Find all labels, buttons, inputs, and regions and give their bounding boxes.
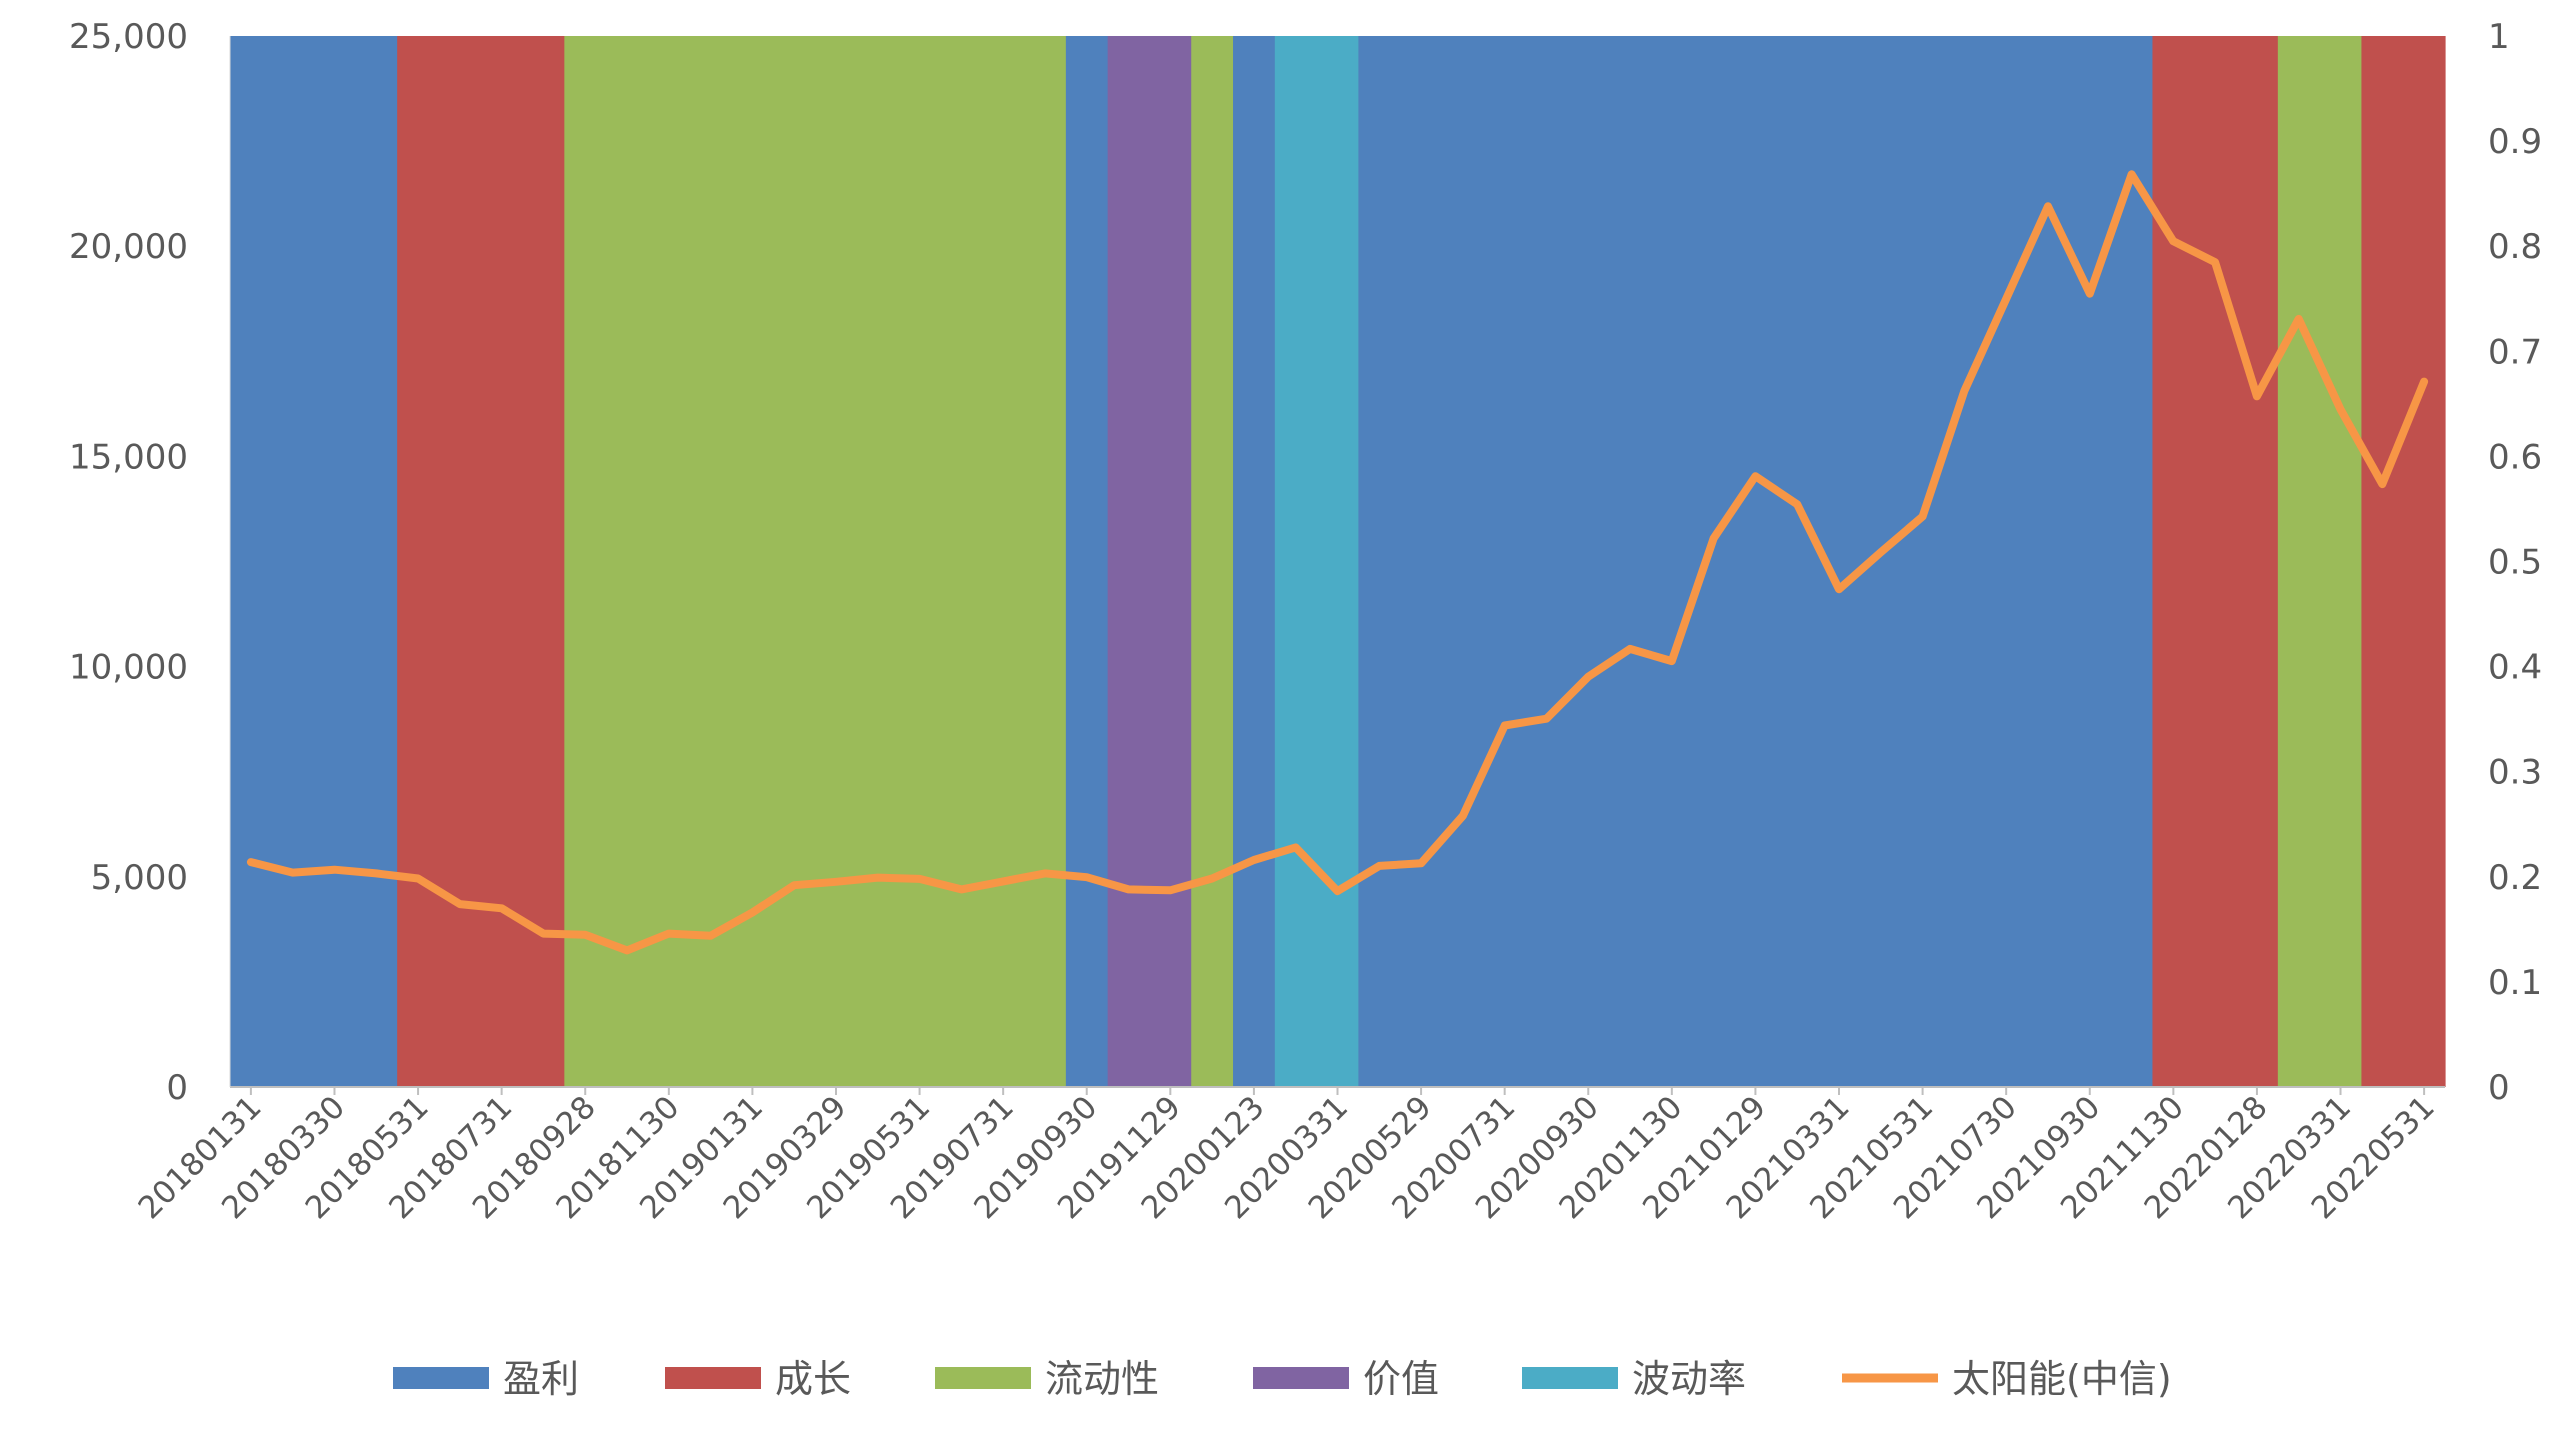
- y-right-tick-label: 0.2: [2488, 858, 2542, 898]
- factor-band-liquidity: [564, 36, 1067, 1087]
- legend-swatch-volatility: [1522, 1367, 1618, 1389]
- factor-band-profit: [1233, 36, 1276, 1087]
- factor-band-growth: [2152, 36, 2279, 1087]
- factor-band-profit: [1065, 36, 1109, 1087]
- y-right-tick-label: 0.6: [2488, 437, 2542, 477]
- y-right-tick-label: 0.7: [2488, 332, 2542, 372]
- factor-bands: [230, 36, 2446, 1087]
- y-left-tick-label: 20,000: [69, 227, 188, 267]
- legend: 盈利 成长 流动性 价值 波动率 太阳能(中信): [393, 1357, 2172, 1401]
- factor-band-growth: [397, 36, 565, 1087]
- series-line-group: [246, 170, 2429, 955]
- y-right-tick-label: 0.3: [2488, 753, 2542, 793]
- y-right-tick-label: 0.4: [2488, 648, 2542, 688]
- y-right-tick-label: 0.9: [2488, 122, 2542, 162]
- y-right-tick-label: 0.1: [2488, 963, 2542, 1003]
- y-right-tick-label: 0.8: [2488, 227, 2542, 267]
- legend-swatch-profit: [393, 1367, 489, 1389]
- series-line-solar: [246, 170, 2429, 955]
- legend-label-profit: 盈利: [503, 1357, 579, 1401]
- y-left-tick-label: 15,000: [69, 437, 188, 477]
- y-left-tick-label: 0: [166, 1068, 188, 1108]
- factor-band-profit: [1358, 36, 2154, 1087]
- legend-label-liquidity: 流动性: [1045, 1357, 1159, 1401]
- y-left-tick-label: 25,000: [69, 17, 188, 57]
- y-axis-right: 0 0.1 0.2 0.3 0.4 0.5 0.6 0.7 0.8 0.9 1: [2488, 17, 2542, 1108]
- legend-label-value: 价值: [1363, 1357, 1439, 1401]
- legend-label-solar: 太阳能(中信): [1952, 1357, 2172, 1401]
- factor-band-liquidity: [2277, 36, 2363, 1087]
- legend-swatch-value: [1253, 1367, 1349, 1389]
- y-right-tick-label: 1: [2488, 17, 2510, 57]
- factor-band-volatility: [1274, 36, 1359, 1087]
- y-left-tick-label: 5,000: [91, 858, 188, 898]
- y-right-tick-label: 0: [2488, 1068, 2510, 1108]
- y-right-tick-label: 0.5: [2488, 543, 2542, 583]
- legend-swatch-growth: [665, 1367, 761, 1389]
- legend-swatch-liquidity: [935, 1367, 1031, 1389]
- factor-band-value: [1107, 36, 1192, 1087]
- legend-label-volatility: 波动率: [1632, 1357, 1746, 1401]
- factor-band-profit: [230, 36, 398, 1087]
- y-left-tick-label: 10,000: [69, 648, 188, 688]
- y-axis-left: 0 5,000 10,000 15,000 20,000 25,000: [69, 17, 231, 1108]
- factor-band-liquidity: [1191, 36, 1234, 1087]
- legend-label-growth: 成长: [775, 1357, 851, 1401]
- factor-band-growth: [2361, 36, 2446, 1087]
